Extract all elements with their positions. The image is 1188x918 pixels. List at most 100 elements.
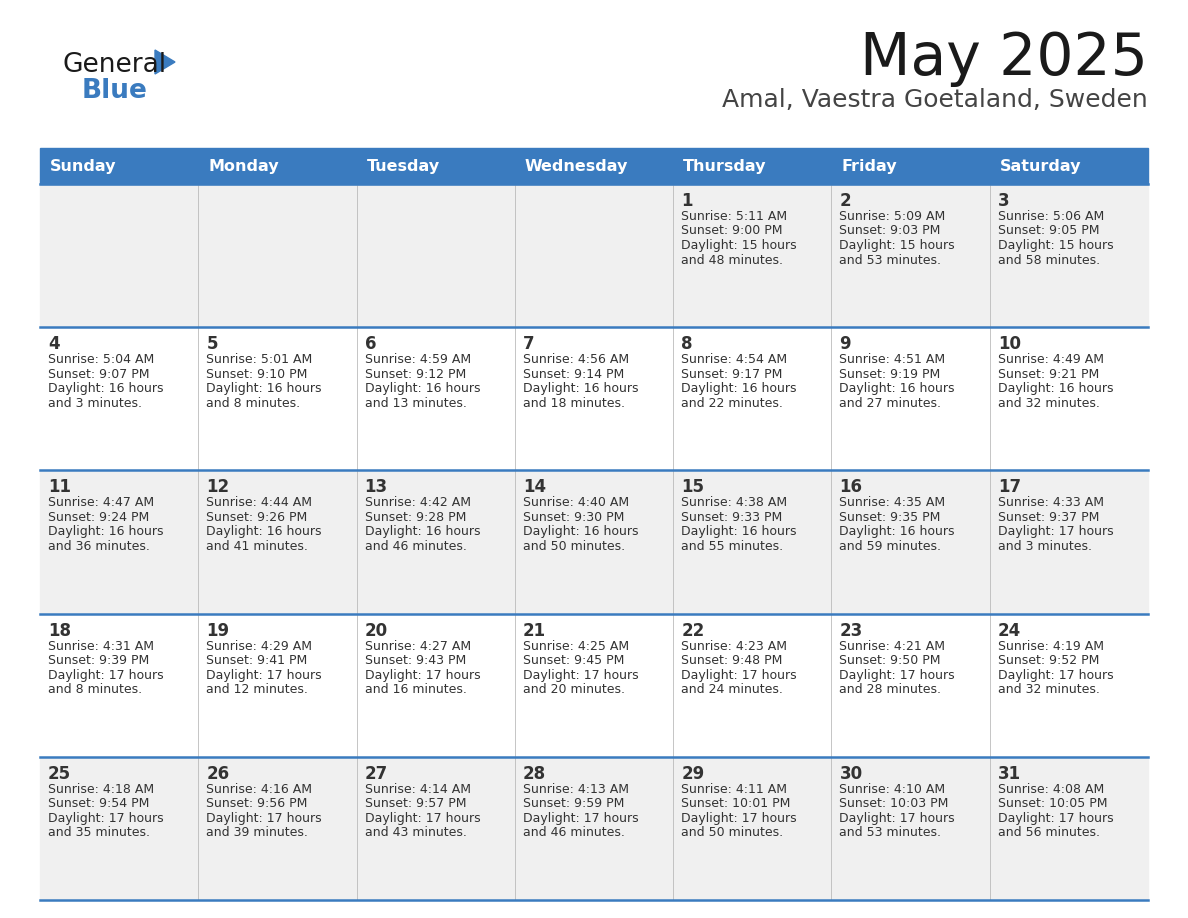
Text: 17: 17: [998, 478, 1020, 497]
Text: and 24 minutes.: and 24 minutes.: [681, 683, 783, 696]
Text: 13: 13: [365, 478, 387, 497]
Text: Sunrise: 4:23 AM: Sunrise: 4:23 AM: [681, 640, 788, 653]
Text: 26: 26: [207, 765, 229, 783]
Bar: [40, 327, 1148, 470]
Text: 9: 9: [840, 335, 851, 353]
Text: and 36 minutes.: and 36 minutes.: [48, 540, 150, 553]
Text: Daylight: 17 hours: Daylight: 17 hours: [998, 812, 1113, 824]
Text: and 41 minutes.: and 41 minutes.: [207, 540, 308, 553]
Text: and 50 minutes.: and 50 minutes.: [681, 826, 783, 839]
Text: Sunset: 9:05 PM: Sunset: 9:05 PM: [998, 225, 1099, 238]
Text: Sunset: 9:30 PM: Sunset: 9:30 PM: [523, 511, 624, 524]
Text: 1: 1: [681, 192, 693, 210]
Text: Daylight: 17 hours: Daylight: 17 hours: [207, 668, 322, 681]
Text: 14: 14: [523, 478, 546, 497]
Text: Sunrise: 4:10 AM: Sunrise: 4:10 AM: [840, 783, 946, 796]
Text: Daylight: 17 hours: Daylight: 17 hours: [365, 668, 480, 681]
Text: Sunrise: 4:21 AM: Sunrise: 4:21 AM: [840, 640, 946, 653]
Text: 3: 3: [998, 192, 1010, 210]
Text: Sunset: 9:37 PM: Sunset: 9:37 PM: [998, 511, 1099, 524]
Text: Sunrise: 4:25 AM: Sunrise: 4:25 AM: [523, 640, 628, 653]
Text: Daylight: 16 hours: Daylight: 16 hours: [840, 382, 955, 396]
Text: Sunset: 9:59 PM: Sunset: 9:59 PM: [523, 798, 624, 811]
Text: General: General: [62, 52, 166, 78]
Text: Daylight: 16 hours: Daylight: 16 hours: [207, 382, 322, 396]
Text: and 3 minutes.: and 3 minutes.: [48, 397, 143, 409]
Text: 29: 29: [681, 765, 704, 783]
Text: 22: 22: [681, 621, 704, 640]
Text: Sunrise: 4:31 AM: Sunrise: 4:31 AM: [48, 640, 154, 653]
Text: Sunrise: 4:56 AM: Sunrise: 4:56 AM: [523, 353, 628, 366]
Text: 8: 8: [681, 335, 693, 353]
Text: May 2025: May 2025: [860, 30, 1148, 87]
Text: and 46 minutes.: and 46 minutes.: [523, 826, 625, 839]
Text: and 22 minutes.: and 22 minutes.: [681, 397, 783, 409]
Text: and 12 minutes.: and 12 minutes.: [207, 683, 308, 696]
Text: Daylight: 16 hours: Daylight: 16 hours: [207, 525, 322, 538]
Text: Sunrise: 5:11 AM: Sunrise: 5:11 AM: [681, 210, 788, 223]
Text: Sunset: 9:41 PM: Sunset: 9:41 PM: [207, 655, 308, 667]
Text: Sunset: 9:33 PM: Sunset: 9:33 PM: [681, 511, 783, 524]
Text: Daylight: 17 hours: Daylight: 17 hours: [207, 812, 322, 824]
Bar: [40, 148, 1148, 184]
Text: Daylight: 16 hours: Daylight: 16 hours: [523, 382, 638, 396]
Text: Sunset: 9:54 PM: Sunset: 9:54 PM: [48, 798, 150, 811]
Text: Daylight: 16 hours: Daylight: 16 hours: [523, 525, 638, 538]
Text: Sunset: 9:39 PM: Sunset: 9:39 PM: [48, 655, 150, 667]
Text: Daylight: 17 hours: Daylight: 17 hours: [840, 812, 955, 824]
Text: Sunset: 9:45 PM: Sunset: 9:45 PM: [523, 655, 624, 667]
Text: and 8 minutes.: and 8 minutes.: [207, 397, 301, 409]
Text: Sunset: 9:24 PM: Sunset: 9:24 PM: [48, 511, 150, 524]
Text: Monday: Monday: [208, 159, 279, 174]
Text: Daylight: 15 hours: Daylight: 15 hours: [998, 239, 1113, 252]
Text: Daylight: 16 hours: Daylight: 16 hours: [365, 525, 480, 538]
Text: Sunrise: 5:06 AM: Sunrise: 5:06 AM: [998, 210, 1104, 223]
Text: Sunrise: 5:09 AM: Sunrise: 5:09 AM: [840, 210, 946, 223]
Text: and 18 minutes.: and 18 minutes.: [523, 397, 625, 409]
Text: 21: 21: [523, 621, 546, 640]
Text: Sunrise: 4:44 AM: Sunrise: 4:44 AM: [207, 497, 312, 509]
Text: and 43 minutes.: and 43 minutes.: [365, 826, 467, 839]
Text: Sunset: 9:56 PM: Sunset: 9:56 PM: [207, 798, 308, 811]
Text: Sunrise: 4:59 AM: Sunrise: 4:59 AM: [365, 353, 470, 366]
Polygon shape: [154, 50, 175, 74]
Text: Daylight: 17 hours: Daylight: 17 hours: [681, 812, 797, 824]
Text: Blue: Blue: [82, 78, 147, 104]
Text: and 56 minutes.: and 56 minutes.: [998, 826, 1100, 839]
Text: Sunrise: 4:27 AM: Sunrise: 4:27 AM: [365, 640, 470, 653]
Text: Sunrise: 4:33 AM: Sunrise: 4:33 AM: [998, 497, 1104, 509]
Text: Sunset: 9:03 PM: Sunset: 9:03 PM: [840, 225, 941, 238]
Text: Daylight: 17 hours: Daylight: 17 hours: [48, 812, 164, 824]
Text: Sunrise: 4:35 AM: Sunrise: 4:35 AM: [840, 497, 946, 509]
Text: and 27 minutes.: and 27 minutes.: [840, 397, 941, 409]
Text: 12: 12: [207, 478, 229, 497]
Text: Sunset: 10:01 PM: Sunset: 10:01 PM: [681, 798, 790, 811]
Text: and 58 minutes.: and 58 minutes.: [998, 253, 1100, 266]
Text: Sunset: 9:43 PM: Sunset: 9:43 PM: [365, 655, 466, 667]
Text: Sunset: 9:50 PM: Sunset: 9:50 PM: [840, 655, 941, 667]
Text: Daylight: 17 hours: Daylight: 17 hours: [48, 668, 164, 681]
Text: Daylight: 16 hours: Daylight: 16 hours: [365, 382, 480, 396]
Text: 27: 27: [365, 765, 387, 783]
Text: Sunset: 9:07 PM: Sunset: 9:07 PM: [48, 368, 150, 381]
Text: Daylight: 15 hours: Daylight: 15 hours: [681, 239, 797, 252]
Text: and 59 minutes.: and 59 minutes.: [840, 540, 941, 553]
Text: 6: 6: [365, 335, 377, 353]
Text: Sunrise: 4:40 AM: Sunrise: 4:40 AM: [523, 497, 628, 509]
Text: 11: 11: [48, 478, 71, 497]
Text: and 32 minutes.: and 32 minutes.: [998, 397, 1100, 409]
Text: Sunrise: 4:18 AM: Sunrise: 4:18 AM: [48, 783, 154, 796]
Text: and 13 minutes.: and 13 minutes.: [365, 397, 467, 409]
Text: Sunrise: 4:16 AM: Sunrise: 4:16 AM: [207, 783, 312, 796]
Text: Wednesday: Wednesday: [525, 159, 628, 174]
Text: 20: 20: [365, 621, 387, 640]
Text: Daylight: 16 hours: Daylight: 16 hours: [681, 382, 797, 396]
Text: Sunset: 9:00 PM: Sunset: 9:00 PM: [681, 225, 783, 238]
Text: Sunrise: 4:47 AM: Sunrise: 4:47 AM: [48, 497, 154, 509]
Text: Sunday: Sunday: [50, 159, 116, 174]
Text: 28: 28: [523, 765, 546, 783]
Text: 4: 4: [48, 335, 59, 353]
Text: Daylight: 17 hours: Daylight: 17 hours: [523, 812, 638, 824]
Text: and 53 minutes.: and 53 minutes.: [840, 253, 941, 266]
Text: Sunrise: 4:54 AM: Sunrise: 4:54 AM: [681, 353, 788, 366]
